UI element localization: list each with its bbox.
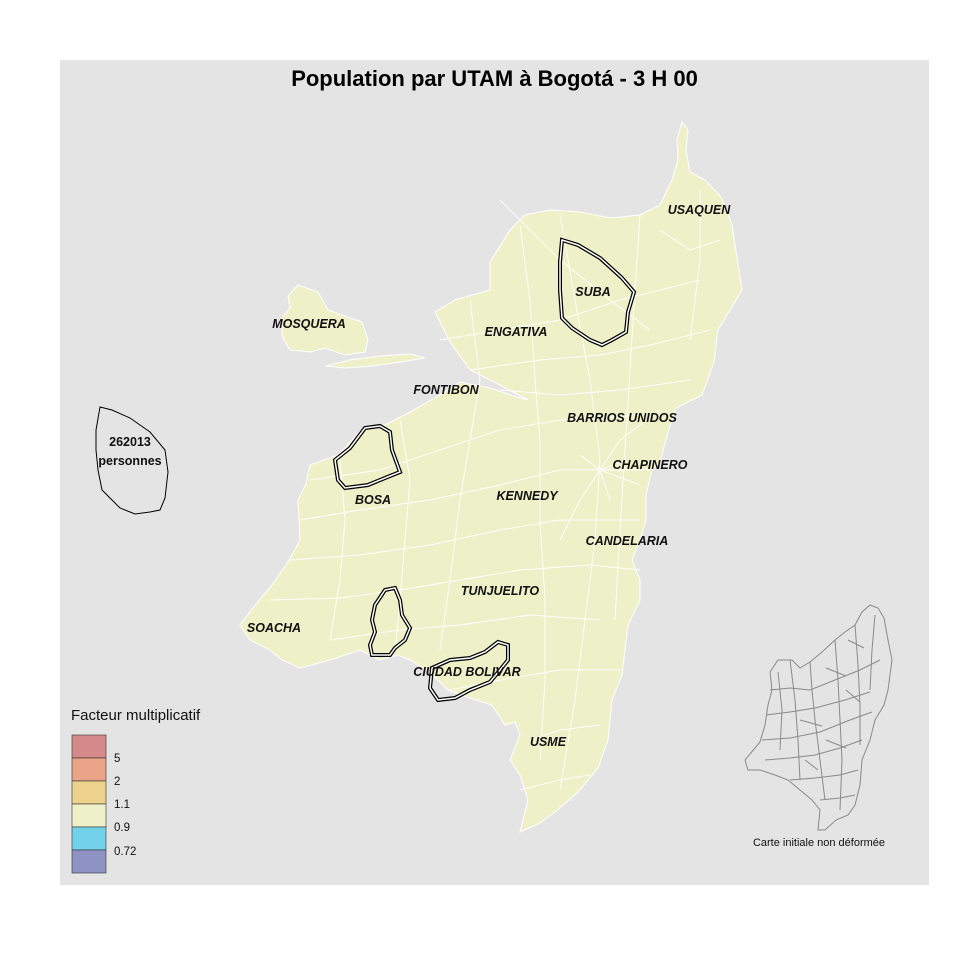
label-kennedy: KENNEDY	[496, 489, 559, 503]
label-chapinero: CHAPINERO	[612, 458, 687, 472]
legend-swatch-1	[71, 734, 107, 759]
label-tunjuelito: TUNJUELITO	[461, 584, 540, 598]
mosquera-region	[281, 284, 369, 356]
legend-swatch-3	[71, 780, 107, 805]
main-region	[239, 120, 743, 833]
label-usaquen: USAQUEN	[668, 203, 731, 217]
label-soacha: SOACHA	[247, 621, 301, 635]
label-candelaria: CANDELARIA	[586, 534, 669, 548]
legend-swatch-5	[71, 826, 107, 851]
inset-map	[744, 604, 893, 831]
reference-shape	[95, 406, 169, 515]
fontibon-arm	[325, 353, 426, 369]
reference-unit: personnes	[98, 454, 161, 468]
legend	[71, 734, 107, 874]
legend-break-2: 2	[114, 776, 120, 788]
legend-break-4: 0.9	[114, 822, 130, 834]
highlighted-utams	[332, 237, 637, 703]
legend-break-5: 0.72	[114, 846, 136, 858]
inset-caption: Carte initiale non déformée	[753, 837, 885, 849]
district-boundaries	[269, 190, 721, 791]
label-barrios-unidos: BARRIOS UNIDOS	[567, 411, 677, 425]
label-ciudad-bolivar: CIUDAD BOLIVAR	[413, 665, 520, 679]
legend-swatch-2	[71, 757, 107, 782]
legend-break-3: 1.1	[114, 799, 130, 811]
label-suba: SUBA	[575, 285, 610, 299]
legend-break-1: 5	[114, 753, 120, 765]
legend-swatch-6	[71, 849, 107, 874]
legend-title: Facteur multiplicatif	[71, 707, 201, 724]
label-mosquera: MOSQUERA	[272, 317, 346, 331]
label-engativa: ENGATIVA	[485, 325, 548, 339]
map-title: Population par UTAM à Bogotá - 3 H 00	[291, 66, 698, 91]
label-usme: USME	[530, 735, 567, 749]
reference-value: 262013	[109, 435, 151, 449]
legend-swatch-4	[71, 803, 107, 828]
label-bosa: BOSA	[355, 493, 391, 507]
label-fontibon: FONTIBON	[413, 383, 479, 397]
